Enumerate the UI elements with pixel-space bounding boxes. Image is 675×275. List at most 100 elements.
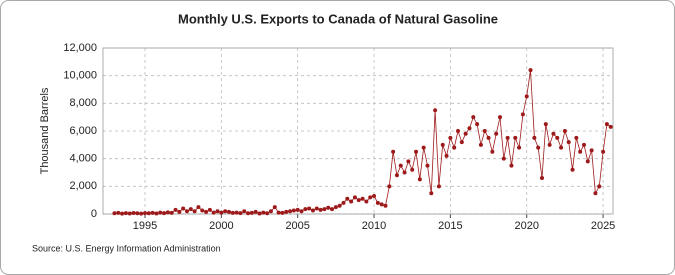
y-tick-label: 8,000 (69, 97, 97, 109)
data-point (433, 108, 438, 113)
chart-title: Monthly U.S. Exports to Canada of Natura… (178, 11, 498, 26)
data-point (372, 194, 377, 199)
data-point (173, 207, 178, 212)
data-point (169, 210, 174, 215)
data-point (165, 210, 170, 215)
data-point (574, 135, 579, 140)
x-tick-label: 2020 (514, 220, 538, 232)
data-point (352, 195, 357, 200)
y-tick-label: 10,000 (63, 70, 97, 82)
data-point (551, 131, 556, 136)
data-point (337, 203, 342, 208)
data-point (532, 135, 537, 140)
x-tick-label: 2010 (362, 220, 386, 232)
data-point (219, 210, 224, 215)
data-point (162, 211, 167, 216)
y-tick-label: 12,000 (63, 42, 97, 54)
data-point (150, 210, 155, 215)
data-point (429, 191, 434, 196)
data-point (318, 207, 323, 212)
data-point (261, 210, 266, 215)
data-point (127, 211, 132, 216)
data-point (421, 145, 426, 150)
data-point (299, 209, 304, 214)
data-point (559, 145, 564, 150)
data-point (246, 211, 251, 216)
x-tick-label: 2015 (438, 220, 462, 232)
data-point (116, 210, 121, 215)
y-tick-label: 0 (91, 208, 97, 220)
data-point (463, 131, 468, 136)
data-point (601, 149, 606, 154)
data-point (253, 209, 258, 214)
data-point (547, 142, 552, 147)
data-point (509, 163, 514, 168)
data-point (184, 209, 189, 214)
data-point (249, 210, 254, 215)
data-point (360, 196, 365, 201)
data-point (131, 211, 136, 216)
data-point (490, 149, 495, 154)
data-point (406, 159, 411, 164)
data-point (139, 211, 144, 216)
data-point (524, 94, 529, 99)
data-point (349, 199, 354, 204)
data-point (226, 209, 231, 214)
data-point (436, 184, 441, 189)
data-point (135, 211, 140, 216)
data-point (322, 207, 327, 212)
data-point (536, 145, 541, 150)
data-point (444, 153, 449, 158)
y-tick-label: 2,000 (69, 180, 97, 192)
data-point (154, 211, 159, 216)
data-point (288, 209, 293, 214)
data-point (375, 200, 380, 205)
x-tick-label: 2005 (285, 220, 309, 232)
data-point (112, 211, 117, 216)
data-point (578, 149, 583, 154)
data-point (505, 135, 510, 140)
data-point (326, 205, 331, 210)
x-tick-label: 2000 (209, 220, 233, 232)
data-point (417, 177, 422, 182)
data-point (364, 199, 369, 204)
data-point (341, 200, 346, 205)
x-tick-label: 2025 (591, 220, 615, 232)
data-point (310, 208, 315, 213)
data-point (570, 167, 575, 172)
data-point (280, 210, 285, 215)
data-point (581, 142, 586, 147)
data-point (528, 68, 533, 73)
y-tick-label: 6,000 (69, 125, 97, 137)
data-point (333, 205, 338, 210)
data-point (123, 211, 128, 216)
data-point (230, 210, 235, 215)
data-point (257, 211, 262, 216)
y-axis-label: Thousand Barrels (39, 87, 51, 174)
data-point (402, 170, 407, 175)
data-point (608, 124, 613, 129)
data-point (276, 210, 281, 215)
data-point (268, 209, 273, 214)
data-point (452, 145, 457, 150)
data-point (204, 209, 209, 214)
data-point (585, 159, 590, 164)
data-point (215, 209, 220, 214)
data-point (223, 209, 228, 214)
data-point (589, 148, 594, 153)
data-point (188, 207, 193, 212)
y-tick-label: 4,000 (69, 153, 97, 165)
data-point (177, 209, 182, 214)
data-point (498, 115, 503, 120)
data-point (291, 208, 296, 213)
data-point (307, 206, 312, 211)
x-tick-label: 1995 (133, 220, 157, 232)
data-point (383, 203, 388, 208)
data-point (486, 135, 491, 140)
data-point (295, 207, 300, 212)
data-point (368, 195, 373, 200)
data-point (475, 122, 480, 127)
data-point (379, 202, 384, 207)
